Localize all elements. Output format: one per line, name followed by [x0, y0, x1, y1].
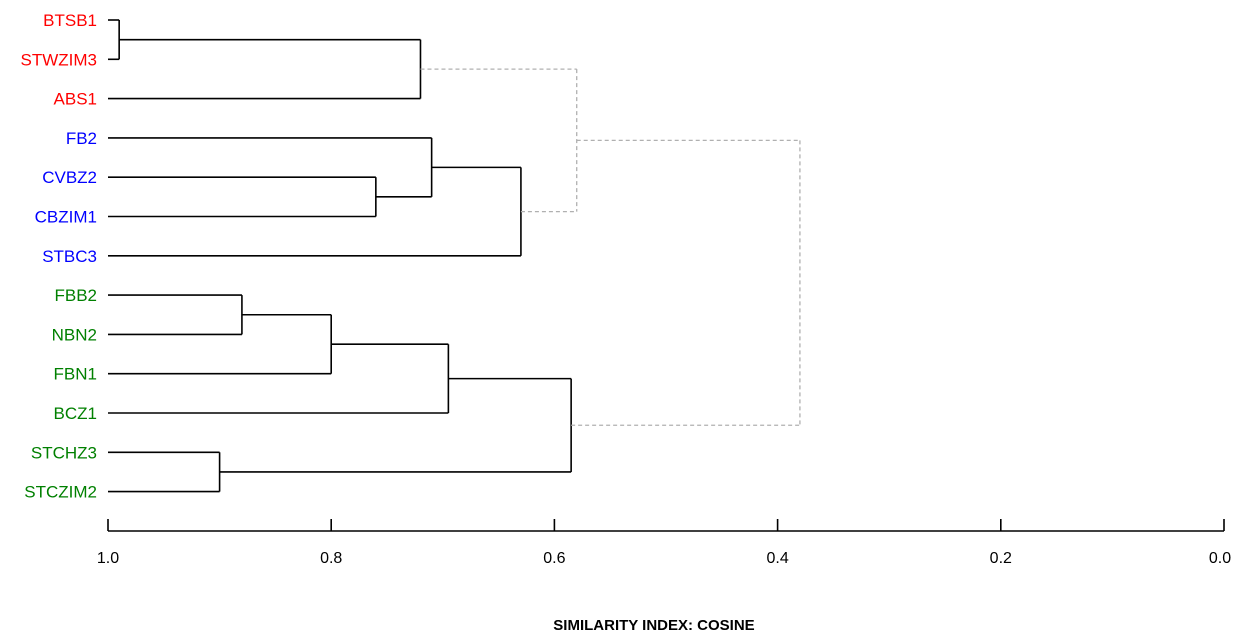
x-tick-label: 0.0	[1209, 550, 1231, 567]
leaf-label: FBN1	[54, 365, 97, 384]
leaf-label: STCZIM2	[24, 483, 97, 502]
x-axis-ticks: 1.0 0.8 0.6 0.4 0.2 0.0	[97, 519, 1231, 567]
x-tick-label: 0.8	[320, 550, 342, 567]
leaf-label: STWZIM3	[21, 50, 98, 69]
leaf-label: ABS1	[54, 90, 97, 109]
leaf-label: NBN2	[52, 325, 97, 344]
leaf-label: BCZ1	[54, 404, 97, 423]
x-tick-label: 1.0	[97, 550, 119, 567]
leaf-label: FB2	[66, 129, 97, 148]
x-axis-title: SIMILARITY INDEX: COSINE	[553, 617, 754, 634]
dendrogram-links	[108, 19, 801, 493]
leaf-label: STCHZ3	[31, 443, 97, 462]
x-axis: 1.0 0.8 0.6 0.4 0.2 0.0	[97, 519, 1231, 567]
leaf-label: STBC3	[42, 247, 97, 266]
leaf-label: CVBZ2	[42, 168, 97, 187]
leaf-label: CBZIM1	[35, 208, 97, 227]
leaf-label: FBB2	[54, 286, 97, 305]
x-tick-label: 0.4	[766, 550, 788, 567]
x-tick-label: 0.2	[990, 550, 1012, 567]
leaf-label: BTSB1	[43, 11, 97, 30]
x-tick-label: 0.6	[543, 550, 565, 567]
leaf-labels: BTSB1 STWZIM3 ABS1 FB2 CVBZ2 CBZIM1 STBC3 FBB2 N…	[21, 11, 98, 502]
